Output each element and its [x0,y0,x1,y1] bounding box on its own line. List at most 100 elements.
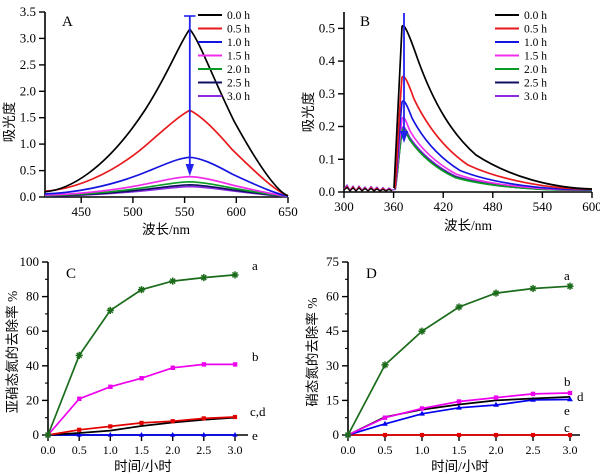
panel-a-xtick-4: 650 [278,204,298,219]
panel-b-ytick-2: 0.2 [319,119,335,134]
panel-a-xtick-1: 500 [123,204,143,219]
panel-a-axes [44,12,288,198]
panel-c-xtick-2: 1.0 [103,443,118,457]
panel-a-svg: 0.0 0.5 1.0 1.5 2.0 2.5 3.0 3.5 450 500 … [2,4,298,237]
panel-c-xlabel: 时间/小时 [114,459,172,474]
panel-d-ytick-4: 60 [326,289,339,304]
panel-c-ytick-4: 80 [26,289,39,304]
panel-d-label-d: d [577,389,584,404]
panel-c-series-a [44,271,239,439]
panel-b-curves [393,24,593,192]
panel-b-y-ticks: 0.0 0.1 0.2 0.3 0.4 0.5 [319,20,344,199]
panel-a-legend-label-4: 2.0 h [227,64,250,76]
panel-a-xtick-3: 600 [227,204,247,219]
panel-a: 0.0 0.5 1.0 1.5 2.0 2.5 3.0 3.5 450 500 … [0,0,300,240]
panel-a-legend-label-6: 3.0 h [227,91,250,103]
panel-a-ytick-0: 0.0 [20,189,36,204]
panel-d-xtick-2: 1.0 [415,443,430,457]
panel-c-ytick-1: 20 [26,392,39,407]
panel-a-letter: A [62,14,73,30]
panel-d-ytick-1: 15 [326,392,339,407]
panel-b-baseline-noise [343,183,396,192]
panel-a-x-ticks: 450 500 550 600 650 [71,197,298,219]
panel-b-ytick-3: 0.3 [319,86,335,101]
panel-b-xtick-0: 300 [334,199,354,214]
panel-d-letter: D [366,266,377,282]
panel-b-xtick-1: 360 [384,199,404,214]
panel-b-xtick-5: 600 [582,199,600,214]
panel-b-ytick-0: 0.0 [319,184,335,199]
panel-a-ytick-5: 2.5 [20,57,36,72]
panel-a-xtick-0: 450 [71,204,91,219]
panel-c-ylabel: 亚硝态氮的去除率 % [4,291,20,414]
panel-c-label-e: e [252,428,258,443]
panel-c: 0 20 40 60 80 100 0.0 0.5 1.0 1.5 2.0 [0,240,300,474]
panel-a-curve-20h [44,180,289,198]
panel-b-letter: B [360,14,370,30]
panel-b-legend: 0.0 h 0.5 h 1.0 h 1.5 h 2.0 h 2.5 h 3.0 … [495,10,547,103]
panel-a-xtick-2: 550 [175,204,195,219]
panel-a-legend-label-0: 0.0 h [227,10,250,22]
panel-b-curve-20h [394,128,593,192]
panel-a-ytick-6: 3.0 [20,30,36,45]
panel-b-ytick-1: 0.1 [319,151,335,166]
panel-b: 0.0 0.1 0.2 0.3 0.4 0.5 300 360 420 480 … [300,0,600,240]
panel-b-x-ticks: 300 360 420 480 540 600 [334,192,600,214]
panel-c-xtick-5: 2.5 [196,443,211,457]
panel-c-label-cd: c,d [250,404,266,419]
panel-d-xtick-6: 3.0 [563,443,578,457]
panel-d-xtick-5: 2.5 [526,443,541,457]
panel-a-ytick-1: 0.5 [20,163,36,178]
panel-d-y-ticks: 0 15 30 45 60 75 [326,254,348,442]
panel-c-ytick-0: 0 [33,427,40,442]
panel-d-xtick-1: 0.5 [378,443,393,457]
panel-b-legend-label-0: 0.0 h [524,10,547,22]
panel-a-ytick-3: 1.5 [20,110,36,125]
panel-a-xlabel: 波长/nm [142,222,191,237]
panel-c-xtick-4: 2.0 [165,443,180,457]
panel-d-xtick-4: 2.0 [489,443,504,457]
panel-d-label-b: b [564,374,571,389]
panel-b-trend-arrow [399,13,409,143]
panel-c-y-ticks: 0 20 40 60 80 100 [20,254,48,442]
panel-a-legend-label-2: 1.0 h [227,37,250,49]
panel-b-curve-05h [394,75,593,191]
panel-b-legend-label-1: 0.5 h [524,24,547,36]
panel-b-legend-label-3: 1.5 h [524,51,547,63]
panel-c-ytick-2: 40 [26,358,39,373]
panel-d-xtick-3: 1.5 [452,443,467,457]
panel-a-legend-label-5: 2.5 h [227,78,250,90]
panel-a-ytick-4: 2.0 [20,83,36,98]
panel-a-ylabel: 吸光度 [2,102,17,143]
panel-c-svg: 0 20 40 60 80 100 0.0 0.5 1.0 1.5 2.0 [4,254,266,474]
panel-d-label-c: c [564,420,570,435]
panel-a-legend-label-3: 1.5 h [227,51,250,63]
panel-d-ytick-3: 45 [326,323,339,338]
panel-b-xtick-3: 480 [483,199,503,214]
panel-c-xtick-6: 3.0 [228,443,243,457]
panel-c-ytick-3: 60 [26,323,39,338]
panel-c-xtick-3: 1.5 [134,443,149,457]
panel-c-ytick-5: 100 [20,254,40,269]
panel-b-curve-15h [394,116,593,191]
panel-d-ytick-5: 75 [326,254,339,269]
panel-b-xtick-2: 420 [433,199,453,214]
panel-d-series-a [344,282,574,439]
panel-c-x-ticks: 0.0 0.5 1.0 1.5 2.0 2.5 3.0 [41,435,243,457]
panel-b-xlabel: 波长/nm [444,218,493,233]
panel-a-curves [44,27,289,198]
panel-b-legend-label-5: 2.5 h [524,78,547,90]
panel-c-letter: C [66,266,76,282]
panel-d-ylabel: 硝态氮的去除率 % [304,297,320,406]
panel-d-xlabel: 时间/小时 [431,459,489,474]
panel-a-legend-label-1: 0.5 h [227,24,250,36]
panel-a-curve-00h [44,27,289,197]
panel-a-ytick-7: 3.5 [20,4,36,19]
panel-b-xtick-4: 540 [533,199,553,214]
panel-a-ytick-2: 1.0 [20,136,36,151]
panel-b-axes [343,12,592,193]
panel-b-svg: 0.0 0.1 0.2 0.3 0.4 0.5 300 360 420 480 … [301,10,600,233]
panel-a-curve-15h [44,175,289,197]
panel-b-legend-label-4: 2.0 h [524,64,547,76]
